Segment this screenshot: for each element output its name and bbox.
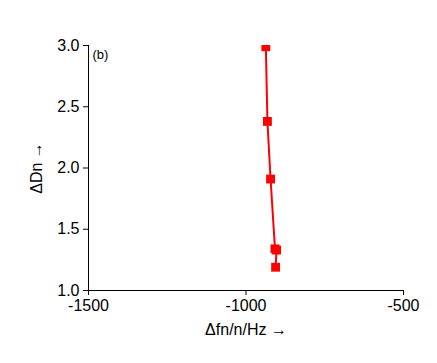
svg-text:-1500: -1500 — [68, 297, 109, 314]
svg-text:(b): (b) — [93, 47, 109, 62]
svg-text:Δfn/n/Hz →: Δfn/n/Hz → — [205, 321, 287, 338]
svg-text:-500: -500 — [387, 297, 419, 314]
svg-text:ΔDn →: ΔDn → — [28, 142, 45, 194]
svg-text:2.0: 2.0 — [57, 159, 79, 176]
svg-text:3.0: 3.0 — [57, 37, 79, 54]
svg-text:-1000: -1000 — [226, 297, 267, 314]
svg-text:1.5: 1.5 — [57, 220, 79, 237]
svg-text:1.0: 1.0 — [57, 281, 80, 299]
svg-text:2.5: 2.5 — [57, 98, 79, 115]
